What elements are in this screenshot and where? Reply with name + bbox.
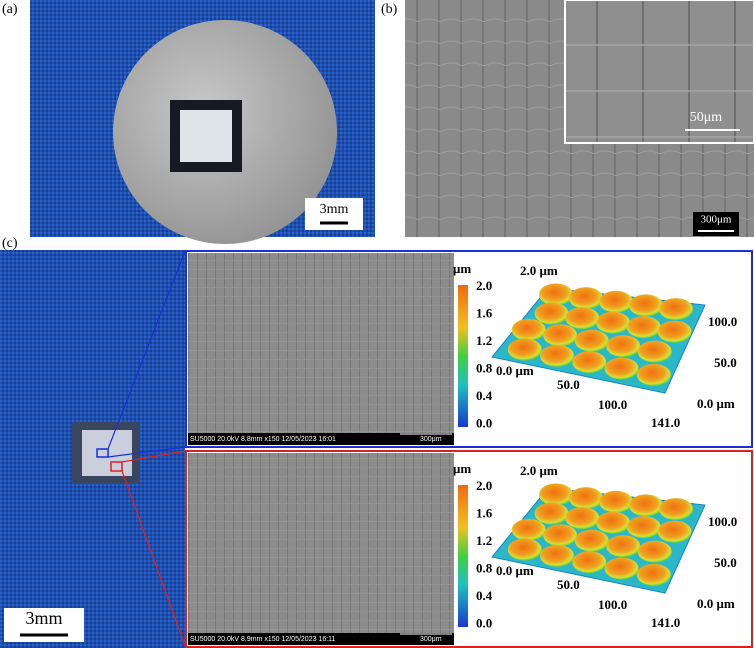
- microlens: [539, 483, 573, 506]
- sem-info: SU5000 20.0kV 8.9mm x150 12/05/2023 16:1…: [190, 636, 336, 643]
- inset-scale-label: 50μm: [690, 110, 723, 125]
- sem-scale: 300μm: [420, 636, 442, 643]
- colorbar-unit: μm: [453, 261, 471, 276]
- z-label: 2.0 μm: [520, 263, 558, 278]
- scale-label: 3mm: [320, 202, 349, 217]
- x-label: 0.0 μm: [496, 563, 534, 578]
- zoom-line: [121, 450, 186, 463]
- microlens: [574, 329, 609, 352]
- x-label: 100.0: [598, 397, 627, 412]
- scale-box: [305, 198, 363, 230]
- microlens: [596, 311, 631, 334]
- microlens: [596, 511, 631, 534]
- colorbar-tick: 1.2: [476, 533, 492, 548]
- scale-label: 300μm: [701, 214, 732, 226]
- colorbar-tick: 2.0: [476, 478, 492, 493]
- microlens: [659, 298, 693, 321]
- microlens: [569, 287, 603, 310]
- microlens: [572, 351, 607, 374]
- sem-info: SU5000 20.0kV 8.8mm x150 12/05/2023 16:0…: [190, 436, 336, 443]
- microlens: [507, 538, 542, 561]
- colorbar-tick: 1.6: [476, 505, 493, 520]
- microlens: [606, 535, 641, 558]
- microlens: [626, 316, 661, 339]
- microlens: [540, 544, 575, 567]
- sem-image: [188, 253, 454, 433]
- colorbar-tick: 0.4: [476, 588, 493, 603]
- panel-label: (c): [2, 236, 18, 251]
- microlens: [599, 490, 633, 513]
- z-label: 2.0 μm: [520, 463, 558, 478]
- colorbar-tick: 0.4: [476, 388, 493, 403]
- colorbar-tick: 1.2: [476, 333, 492, 348]
- y-label: 0.0 μm: [697, 596, 735, 611]
- microlens: [540, 344, 575, 367]
- sem-scale: 300μm: [420, 436, 442, 443]
- microlens: [637, 340, 672, 363]
- microlens: [636, 563, 671, 586]
- y-label: 100.0: [708, 514, 737, 529]
- sem-image: [188, 453, 454, 633]
- microlens: [511, 518, 546, 541]
- scale-label: 3mm: [25, 608, 62, 628]
- microlens: [626, 516, 661, 539]
- y-label: 0.0 μm: [697, 396, 735, 411]
- microlens: [629, 294, 663, 317]
- zoom-line: [107, 250, 186, 450]
- microlens: [565, 507, 600, 530]
- microlens: [543, 324, 578, 347]
- microlens: [569, 487, 603, 510]
- microlens: [565, 307, 600, 330]
- x-label: 50.0: [557, 377, 580, 392]
- sem-inset: [564, 0, 754, 144]
- zoom-line: [121, 470, 186, 647]
- colorbar-tick: 0.0: [476, 615, 492, 630]
- colorbar: [458, 285, 468, 427]
- colorbar-unit: μm: [453, 461, 471, 476]
- x-label: 100.0: [598, 597, 627, 612]
- panel-label: (b): [381, 2, 398, 17]
- microlens: [657, 520, 692, 543]
- microlens: [511, 318, 546, 341]
- microlens: [543, 524, 578, 547]
- sem-info-bar: [188, 433, 454, 445]
- panel-label: (a): [2, 2, 18, 17]
- zoom-box-red: [110, 461, 123, 472]
- colorbar-tick: 2.0: [476, 278, 492, 293]
- colorbar-tick: 0.0: [476, 415, 492, 430]
- microlens: [539, 283, 573, 306]
- microlens: [604, 557, 639, 580]
- microlens: [574, 529, 609, 552]
- x-label: 141.0: [651, 615, 680, 630]
- x-label: 50.0: [557, 577, 580, 592]
- microlens: [636, 363, 671, 386]
- colorbar-tick: 0.8: [476, 360, 493, 375]
- microlens: [659, 498, 693, 521]
- zoom-box-blue: [96, 448, 109, 458]
- microlens: [629, 494, 663, 517]
- x-label: 141.0: [651, 415, 680, 430]
- sample-window: [180, 110, 232, 162]
- y-label: 100.0: [708, 314, 737, 329]
- y-label: 50.0: [714, 555, 737, 570]
- colorbar-tick: 0.8: [476, 560, 493, 575]
- y-label: 50.0: [714, 355, 737, 370]
- zoom-line: [107, 446, 186, 458]
- colorbar-tick: 1.6: [476, 305, 493, 320]
- colorbar: [458, 485, 468, 627]
- microlens: [606, 335, 641, 358]
- microlens: [637, 540, 672, 563]
- microlens: [534, 302, 569, 325]
- microlens: [599, 290, 633, 313]
- sem-info-bar: [188, 633, 454, 645]
- microlens: [657, 320, 692, 343]
- microlens: [507, 338, 542, 361]
- microlens: [572, 551, 607, 574]
- microlens: [534, 502, 569, 525]
- microlens: [604, 357, 639, 380]
- x-label: 0.0 μm: [496, 363, 534, 378]
- sample-window: [82, 430, 132, 476]
